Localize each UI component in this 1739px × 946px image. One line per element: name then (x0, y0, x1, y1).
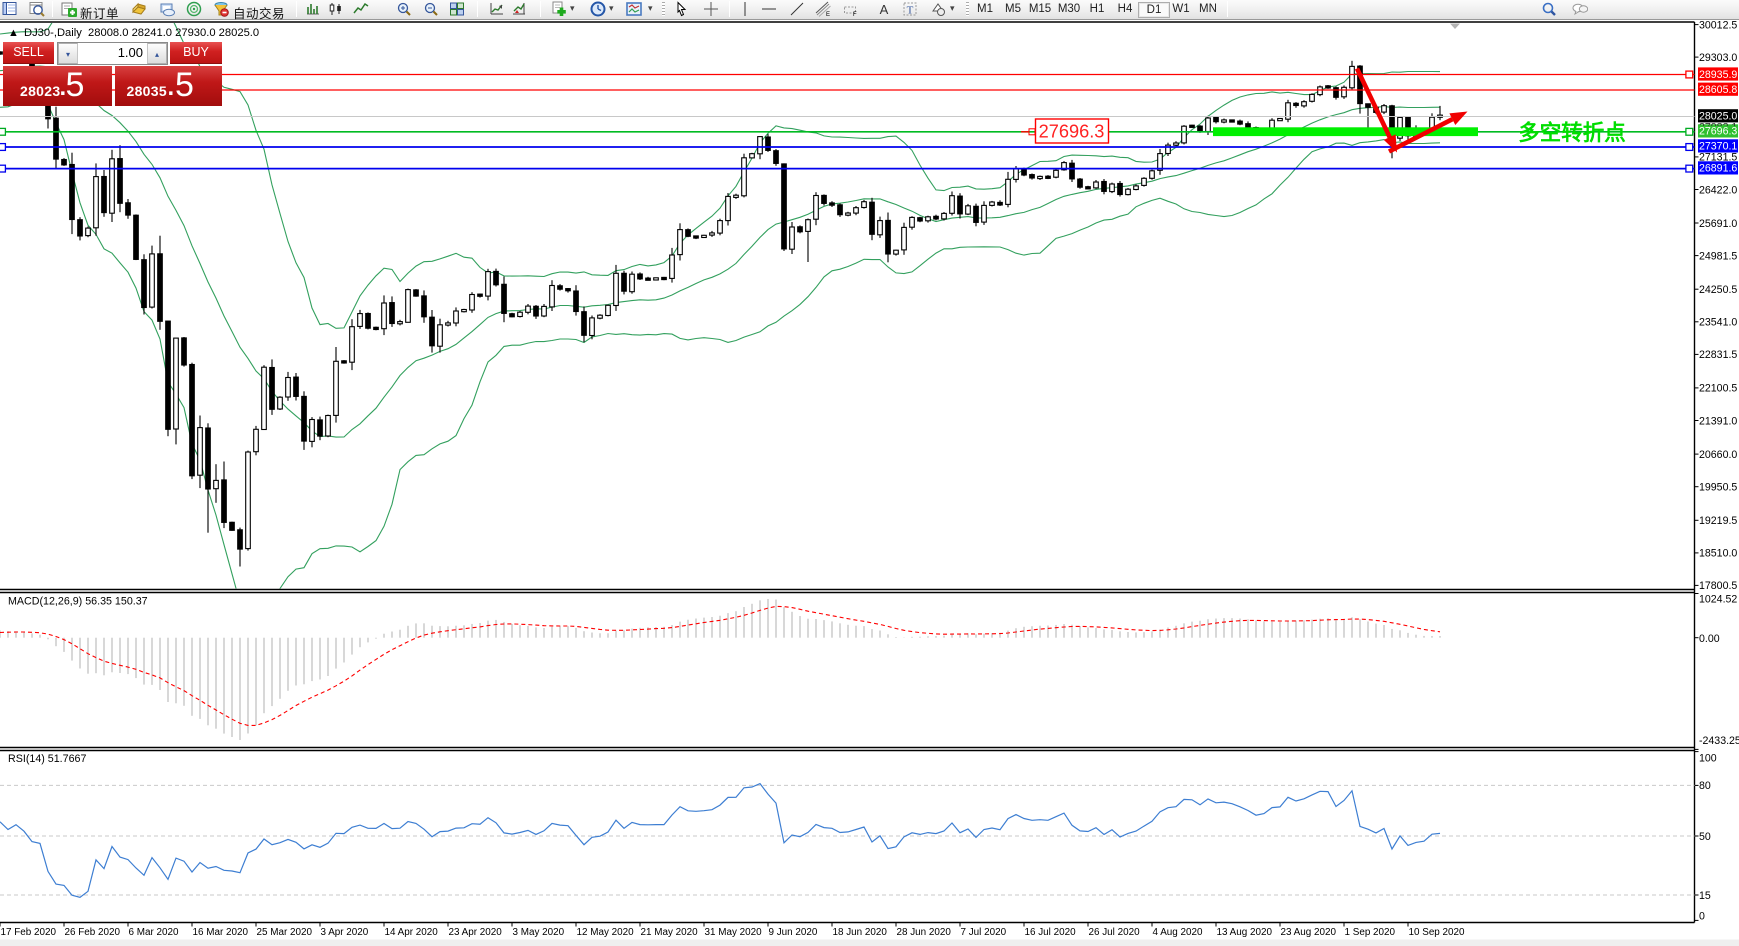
svg-text:3 Apr 2020: 3 Apr 2020 (321, 927, 369, 938)
svg-text:9 Jun 2020: 9 Jun 2020 (769, 927, 818, 938)
svg-text:80: 80 (1699, 780, 1711, 792)
svg-text:50: 50 (1699, 831, 1711, 843)
svg-text:▲: ▲ (8, 27, 19, 39)
svg-text:18 Jun 2020: 18 Jun 2020 (833, 927, 888, 938)
svg-text:1024.52: 1024.52 (1699, 594, 1737, 606)
svg-text:30012.5: 30012.5 (1699, 19, 1737, 31)
svg-text:27696.3: 27696.3 (1039, 121, 1105, 141)
svg-text:28 Jun 2020: 28 Jun 2020 (897, 927, 952, 938)
svg-text:3 May 2020: 3 May 2020 (513, 927, 565, 938)
svg-text:10 Sep 2020: 10 Sep 2020 (1409, 927, 1466, 938)
svg-text:29303.0: 29303.0 (1699, 52, 1737, 64)
svg-text:12 May 2020: 12 May 2020 (577, 927, 635, 938)
svg-text:0.00: 0.00 (1699, 633, 1720, 645)
svg-text:26891.6: 26891.6 (1699, 163, 1737, 175)
svg-text:27131.5: 27131.5 (1699, 152, 1737, 164)
svg-text:MACD(12,26,9) 56.35 150.37: MACD(12,26,9) 56.35 150.37 (8, 596, 148, 608)
svg-text:19950.5: 19950.5 (1699, 481, 1737, 493)
svg-text:25 Mar 2020: 25 Mar 2020 (257, 927, 313, 938)
svg-text:16 Jul 2020: 16 Jul 2020 (1025, 927, 1077, 938)
svg-text:31 May 2020: 31 May 2020 (705, 927, 763, 938)
svg-text:17 Feb 2020: 17 Feb 2020 (1, 927, 57, 938)
svg-text:6 Mar 2020: 6 Mar 2020 (129, 927, 179, 938)
svg-text:21 May 2020: 21 May 2020 (641, 927, 699, 938)
svg-text:17800.5: 17800.5 (1699, 580, 1737, 592)
svg-text:18510.0: 18510.0 (1699, 548, 1737, 560)
svg-text:24250.5: 24250.5 (1699, 284, 1737, 296)
svg-text:26 Feb 2020: 26 Feb 2020 (65, 927, 121, 938)
svg-text:E: E (826, 12, 830, 17)
svg-text:DJ30-,Daily 28008.0 28241.0 2: DJ30-,Daily 28008.0 28241.0 27930.0 2802… (24, 27, 259, 39)
svg-text:22100.5: 22100.5 (1699, 383, 1737, 395)
svg-text:100: 100 (1699, 752, 1717, 764)
svg-text:19219.5: 19219.5 (1699, 515, 1737, 527)
svg-text:0: 0 (1699, 910, 1705, 922)
svg-text:23 Apr 2020: 23 Apr 2020 (449, 927, 503, 938)
svg-text:多空转折点: 多空转折点 (1518, 120, 1626, 145)
svg-text:28935.9: 28935.9 (1699, 69, 1737, 81)
svg-text:26422.0: 26422.0 (1699, 184, 1737, 196)
svg-text:A: A (880, 2, 889, 17)
svg-text:T: T (907, 5, 914, 17)
svg-text:7 Jul 2020: 7 Jul 2020 (961, 927, 1007, 938)
svg-text:F: F (853, 12, 857, 17)
svg-text:20660.0: 20660.0 (1699, 449, 1737, 461)
svg-text:RSI(14) 51.7667: RSI(14) 51.7667 (8, 753, 86, 765)
svg-text:22831.5: 22831.5 (1699, 349, 1737, 361)
svg-text:1 Sep 2020: 1 Sep 2020 (1345, 927, 1396, 938)
svg-text:24981.5: 24981.5 (1699, 250, 1737, 262)
svg-text:28605.8: 28605.8 (1699, 84, 1737, 96)
svg-text:27370.1: 27370.1 (1699, 141, 1737, 153)
svg-text:27982.1: 27982.1 (1699, 121, 1737, 133)
svg-text:15: 15 (1699, 890, 1711, 902)
svg-text:16 Mar 2020: 16 Mar 2020 (193, 927, 249, 938)
svg-text:4 Aug 2020: 4 Aug 2020 (1153, 927, 1203, 938)
svg-text:23 Aug 2020: 23 Aug 2020 (1281, 927, 1337, 938)
svg-text:14 Apr 2020: 14 Apr 2020 (385, 927, 439, 938)
svg-text:13 Aug 2020: 13 Aug 2020 (1217, 927, 1273, 938)
svg-text:28025.0: 28025.0 (1699, 111, 1737, 123)
svg-text:27696.3: 27696.3 (1699, 126, 1737, 138)
svg-text:25691.0: 25691.0 (1699, 218, 1737, 230)
svg-text:-2433.25: -2433.25 (1699, 735, 1739, 747)
svg-text:26 Jul 2020: 26 Jul 2020 (1089, 927, 1141, 938)
svg-text:23541.0: 23541.0 (1699, 317, 1737, 329)
svg-text:21391.0: 21391.0 (1699, 415, 1737, 427)
